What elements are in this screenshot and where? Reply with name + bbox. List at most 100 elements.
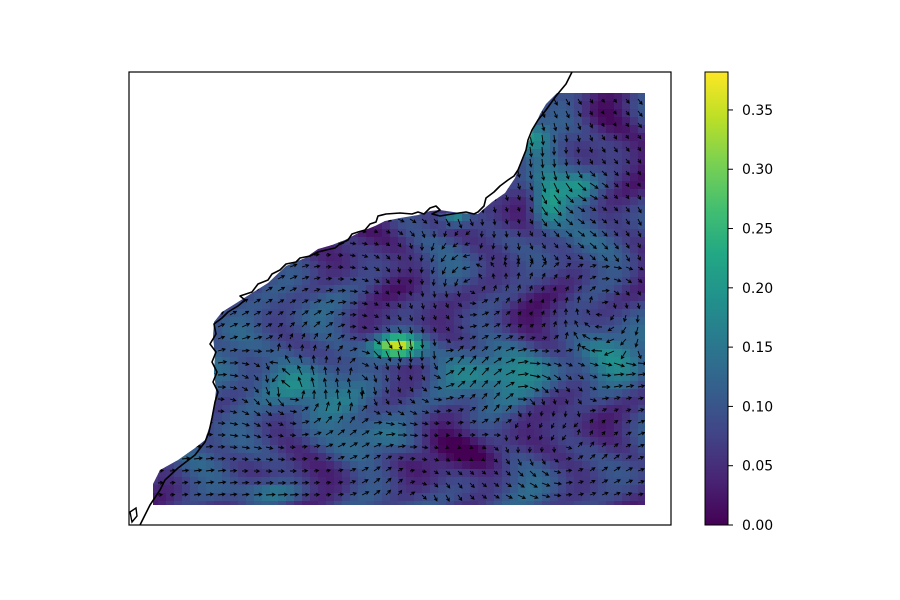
heatmap-cell [478,317,487,326]
heatmap-cell [534,397,543,406]
heatmap-cell [350,325,359,334]
heatmap-cell [582,469,591,478]
heatmap-cell [630,317,639,326]
quiver-arrow [193,468,203,473]
heatmap-cell [390,493,399,502]
heatmap-cell [582,285,591,294]
heatmap-cell [502,493,511,502]
heatmap-cell [614,261,623,270]
heatmap-cell [414,405,423,414]
quiver-arrow [289,322,295,328]
heatmap-cell [606,229,615,238]
quiver-arrow [360,389,365,400]
heatmap-cell [262,429,271,438]
quiver-arrow [277,311,284,316]
heatmap-cell [153,477,159,486]
heatmap-cell [342,397,351,406]
quiver-arrow [313,417,322,424]
heatmap-cell [478,429,487,438]
quiver-arrow [289,275,298,280]
quiver-arrow [634,338,639,348]
quiver-arrow [421,218,428,224]
quiver-arrow [300,343,305,352]
heatmap-cell [606,373,615,382]
quiver-arrow [301,480,310,485]
quiver-arrow [373,466,381,472]
heatmap-cell [486,245,495,254]
quiver-arrow [311,354,316,364]
heatmap-cell [398,293,407,302]
quiver-arrow [419,254,424,262]
heatmap-cell [558,445,567,454]
heatmap-cell [454,245,463,254]
heatmap-cell [494,397,503,406]
heatmap-cell [366,301,375,310]
heatmap-cell [526,149,535,158]
quiver-arrow [241,386,249,391]
quiver-arrow [349,416,355,424]
heatmap-cell [206,437,215,446]
heatmap-cell [550,453,559,462]
quiver-arrow [481,346,489,352]
heatmap-cell [446,461,455,470]
heatmap-cell [590,445,599,454]
heatmap-cell [302,277,311,286]
heatmap-cell [222,429,231,438]
heatmap-cell [558,357,567,366]
quiver-arrow [565,110,570,119]
heatmap-cell [478,477,487,486]
quiver-arrow [397,433,408,438]
heatmap-cell [566,493,575,502]
quiver-arrow [277,469,285,474]
heatmap-cell [630,397,639,406]
heatmap-cell [358,397,367,406]
heatmap-cell [510,453,519,462]
heatmap-cell [518,429,527,438]
heatmap-cell [574,237,583,246]
heatmap-cell [430,357,439,366]
quiver-arrow [576,428,581,436]
heatmap-cell [470,389,479,398]
quiver-arrow [541,374,552,380]
heatmap-cell [502,197,511,206]
heatmap-cell [230,325,239,334]
heatmap-cell [462,413,471,422]
quiver-arrow [625,479,634,484]
quiver-arrow [385,410,393,416]
heatmap-cell [462,453,471,462]
heatmap-cell [374,309,383,318]
heatmap-cell [486,333,495,342]
heatmap-cell [414,445,423,454]
heatmap-cell [566,301,575,310]
heatmap-cell [502,389,511,398]
heatmap-cell [526,181,535,190]
quiver-arrow [529,398,536,406]
heatmap-cell [622,357,631,366]
quiver-arrow [373,254,380,259]
heatmap-cell [214,477,223,486]
quiver-arrow [217,421,226,426]
heatmap-cell [438,341,447,350]
heatmap-cell [566,341,575,350]
heatmap-cell [622,445,631,454]
heatmap-cell [262,453,271,462]
heatmap-cell [526,245,535,254]
heatmap-cell [270,501,279,505]
heatmap-cell [606,469,615,478]
heatmap-cell [534,149,543,158]
heatmap-cell [270,293,279,302]
quiver-arrow [601,362,613,367]
heatmap-cell [630,173,639,182]
heatmap-cell [630,189,639,198]
heatmap-cell [270,445,279,454]
heatmap-cell [446,229,455,238]
heatmap-cell [422,333,431,342]
heatmap-cell [302,397,311,406]
quiver-arrow [553,110,558,119]
quiver-arrow [589,194,599,200]
quiver-arrow [528,311,533,316]
quiver-arrow [565,242,572,249]
quiver-arrow [540,134,545,146]
quiver-arrow [516,242,521,251]
heatmap-cell [550,277,559,286]
